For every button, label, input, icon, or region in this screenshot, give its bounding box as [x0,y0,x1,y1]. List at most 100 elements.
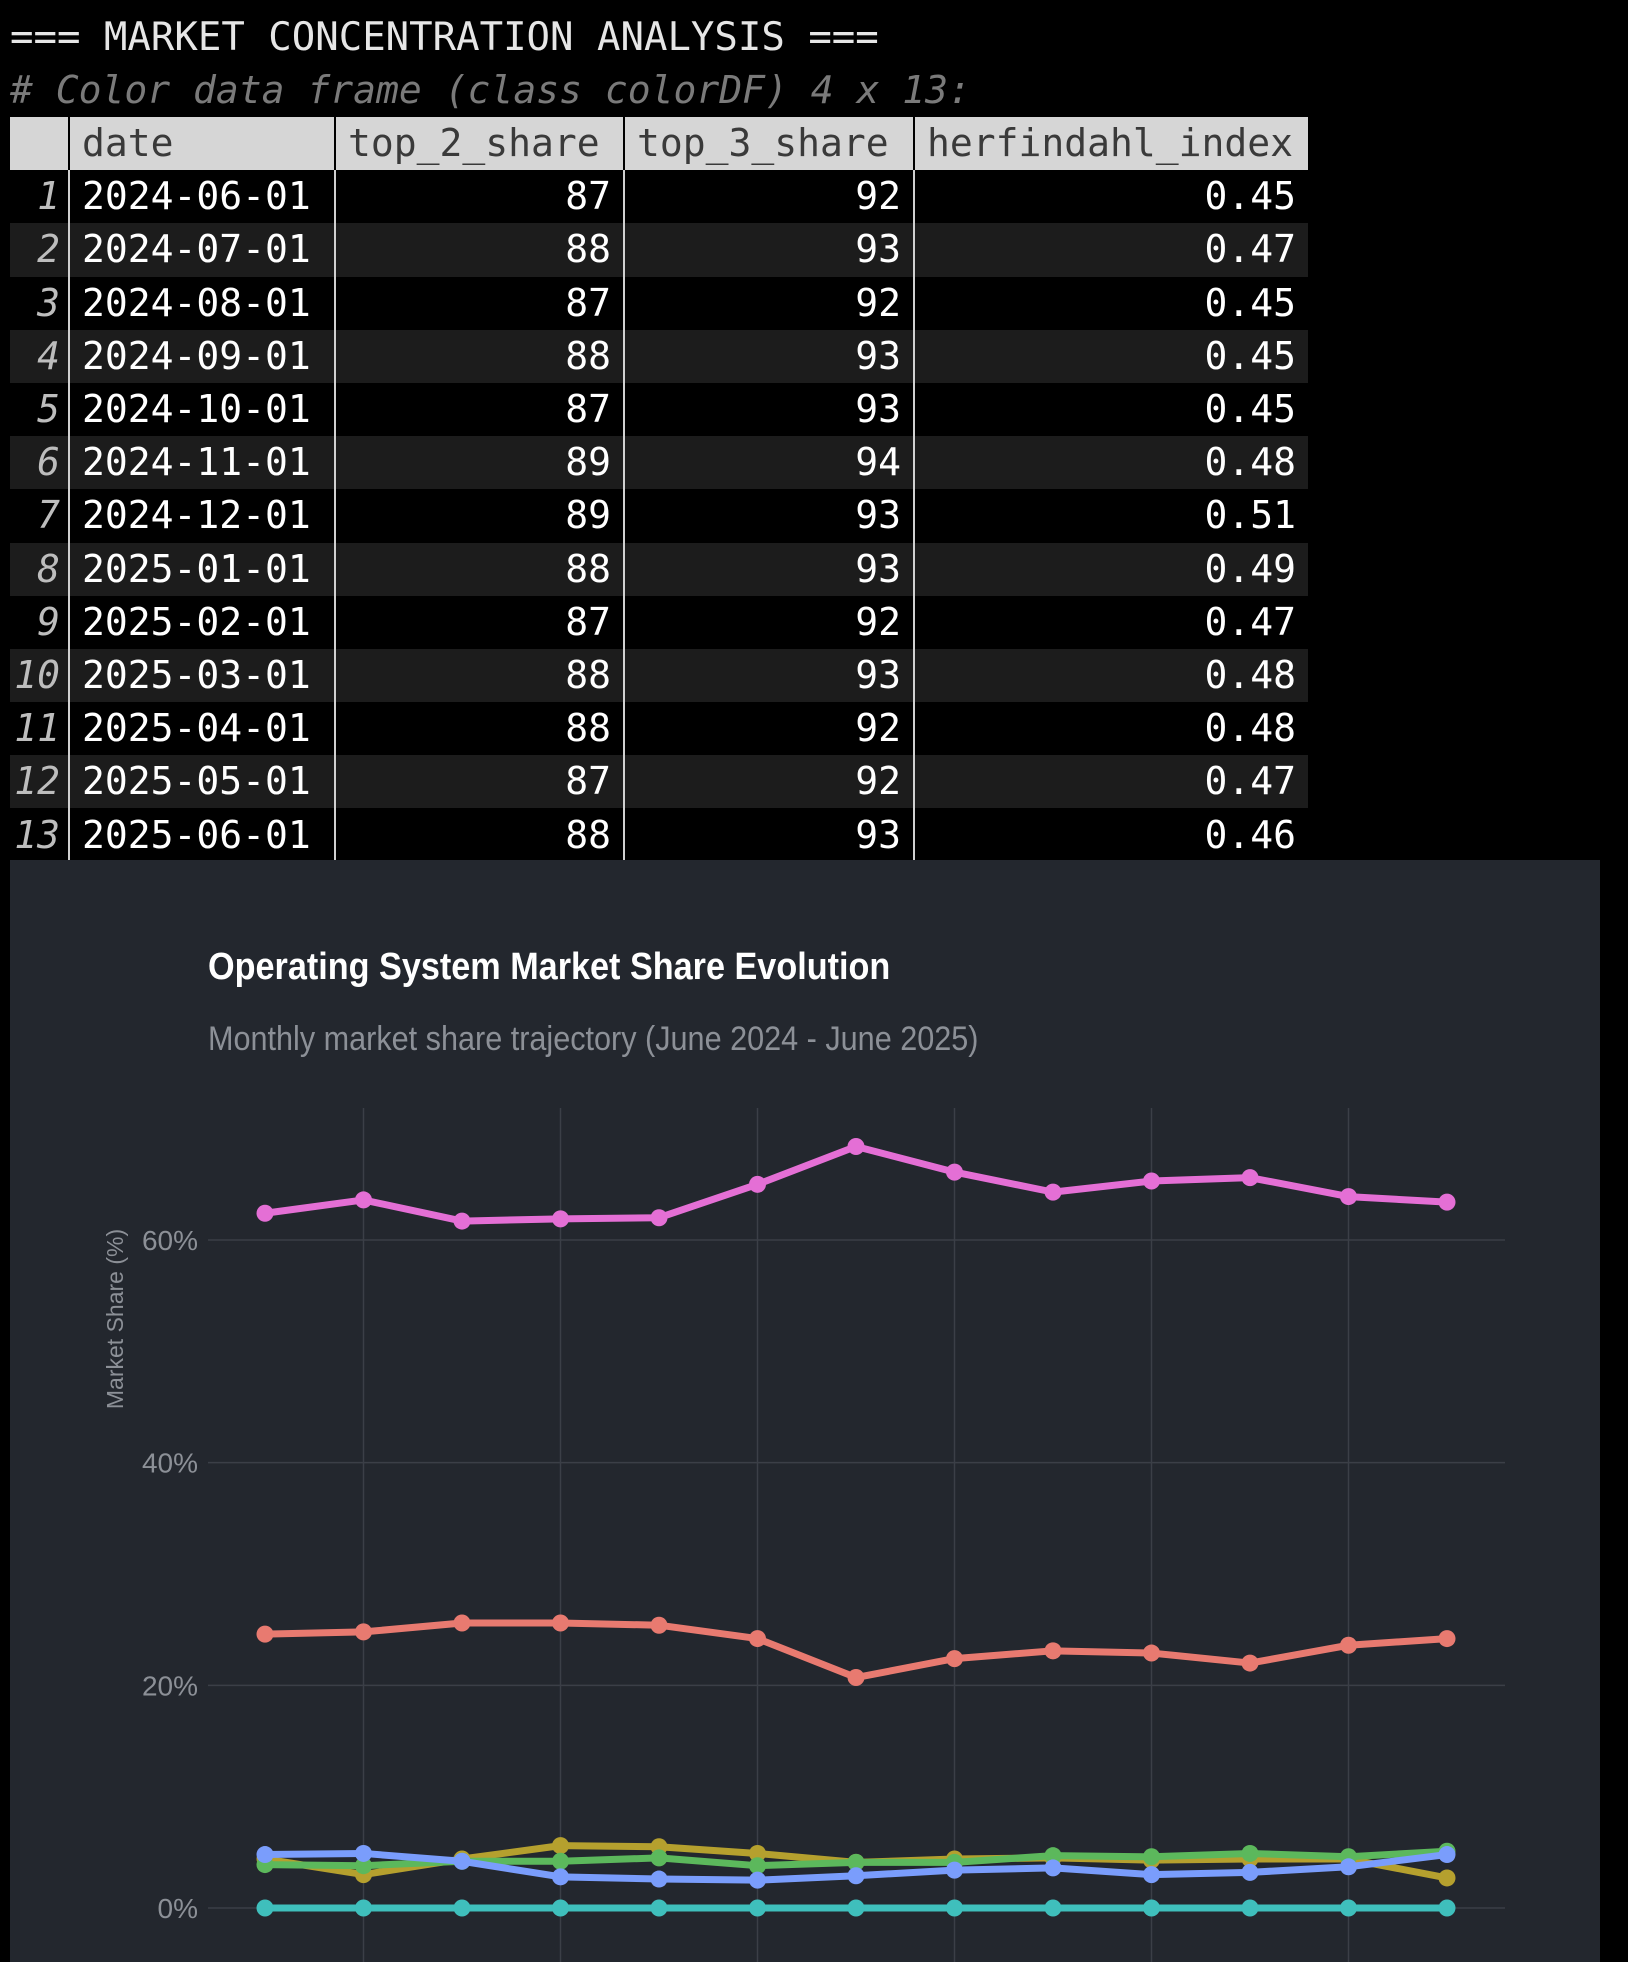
row-index: 5 [10,382,69,437]
data-point [1438,1193,1456,1211]
table-row: 3 2024-08-01 87 92 0.45 [10,276,1308,330]
cell-top-2-share: 89 [334,436,624,490]
series-1 [256,1137,1456,1230]
data-point [552,1899,569,1917]
row-index: 6 [10,436,69,490]
data-point [1241,1844,1259,1862]
data-point [1340,1858,1357,1876]
cell-herfindahl-index: 0.48 [913,702,1308,756]
data-point [256,1846,274,1864]
data-point [749,1871,766,1889]
data-point [650,1209,668,1227]
data-point [1438,1630,1456,1648]
cell-top-3-share: 92 [623,702,914,756]
data-point [1044,1847,1062,1865]
cell-top-3-share: 92 [623,595,914,649]
table-body: 1 2024-06-01 87 92 0.45 2 2024-07-01 88 93 0.47 3 2… [10,170,1308,862]
cell-herfindahl-index: 0.51 [913,489,1308,543]
cell-herfindahl-index: 0.49 [913,542,1308,596]
data-point [355,1623,372,1641]
data-point [1044,1899,1062,1917]
data-point [650,1899,668,1917]
cell-date: 2025-01-01 [68,542,335,596]
data-point [946,1650,963,1668]
data-point [847,1137,865,1155]
row-index: 7 [10,489,69,543]
data-point [1143,1644,1160,1662]
data-point [1044,1183,1062,1201]
cell-date: 2024-10-01 [68,382,335,437]
data-point [256,1899,274,1917]
data-point [552,1210,569,1228]
y-axis-label: Market Share (%) [102,1229,128,1409]
line-chart: 0% 20% 40% 60% Market Share (%) [102,1108,1505,1962]
data-point [453,1899,471,1917]
cell-top-2-share: 87 [334,276,624,330]
row-index: 12 [10,755,69,809]
table-row: 13 2025-06-01 88 93 0.46 [10,808,1308,862]
table-row: 9 2025-02-01 87 92 0.47 [10,595,1308,649]
series-5 [256,1844,1456,1889]
cell-top-2-share: 88 [334,808,624,862]
row-index: 1 [10,170,69,224]
cell-herfindahl-index: 0.47 [913,755,1308,809]
cell-top-2-share: 87 [334,170,624,224]
data-point [749,1857,766,1875]
row-index: 9 [10,595,69,649]
cell-top-3-share: 93 [623,648,914,703]
data-point [847,1853,865,1871]
data-point [552,1614,569,1632]
data-frame-table: date top_2_share top_3_share herfindahl_… [10,117,1308,862]
row-index: 10 [10,648,69,703]
data-point [1340,1899,1357,1917]
cell-date: 2024-11-01 [68,436,335,490]
cell-date: 2025-05-01 [68,755,335,809]
column-header-herfindahl-index: herfindahl_index [913,117,1308,171]
cell-top-3-share: 93 [623,382,914,437]
row-index: 2 [10,223,69,277]
series-line [261,1142,1451,1225]
data-point [256,1625,274,1643]
y-tick-label: 60% [142,1225,198,1256]
row-index: 8 [10,542,69,596]
data-point [946,1163,963,1181]
data-point [1241,1863,1259,1881]
data-point [749,1630,766,1648]
data-point [355,1899,372,1917]
data-point [355,1844,372,1862]
table-row: 8 2025-01-01 88 93 0.49 [10,542,1308,596]
table-row: 11 2025-04-01 88 92 0.48 [10,702,1308,756]
table-row: 5 2024-10-01 87 93 0.45 [10,382,1308,437]
cell-top-3-share: 93 [623,489,914,543]
data-point [650,1616,668,1634]
data-point [552,1852,569,1870]
cell-top-3-share: 94 [623,436,914,490]
data-point [256,1204,274,1222]
table-header-row: date top_2_share top_3_share herfindahl_… [10,117,1308,171]
cell-date: 2024-08-01 [68,276,335,330]
table-row: 1 2024-06-01 87 92 0.45 [10,170,1308,224]
cell-top-3-share: 93 [623,808,914,862]
cell-herfindahl-index: 0.47 [913,223,1308,277]
chart-panel: Operating System Market Share Evolution … [10,860,1600,1962]
data-point [453,1852,471,1870]
y-tick-label: 20% [142,1670,198,1701]
cell-top-3-share: 92 [623,755,914,809]
cell-top-2-share: 89 [334,489,624,543]
cell-top-3-share: 92 [623,276,914,330]
data-point [749,1899,766,1917]
row-index: 13 [10,808,69,862]
data-point [847,1867,865,1885]
data-point [453,1614,471,1632]
data-point [1143,1172,1160,1190]
data-point [1241,1169,1259,1187]
data-point [749,1844,766,1862]
table-row: 7 2024-12-01 89 93 0.51 [10,489,1308,543]
cell-date: 2025-04-01 [68,702,335,756]
row-index: 4 [10,329,69,383]
data-point [1044,1859,1062,1877]
table-row: 2 2024-07-01 88 93 0.47 [10,223,1308,277]
cell-date: 2024-12-01 [68,489,335,543]
cell-top-2-share: 88 [334,542,624,596]
cell-top-2-share: 88 [334,223,624,277]
